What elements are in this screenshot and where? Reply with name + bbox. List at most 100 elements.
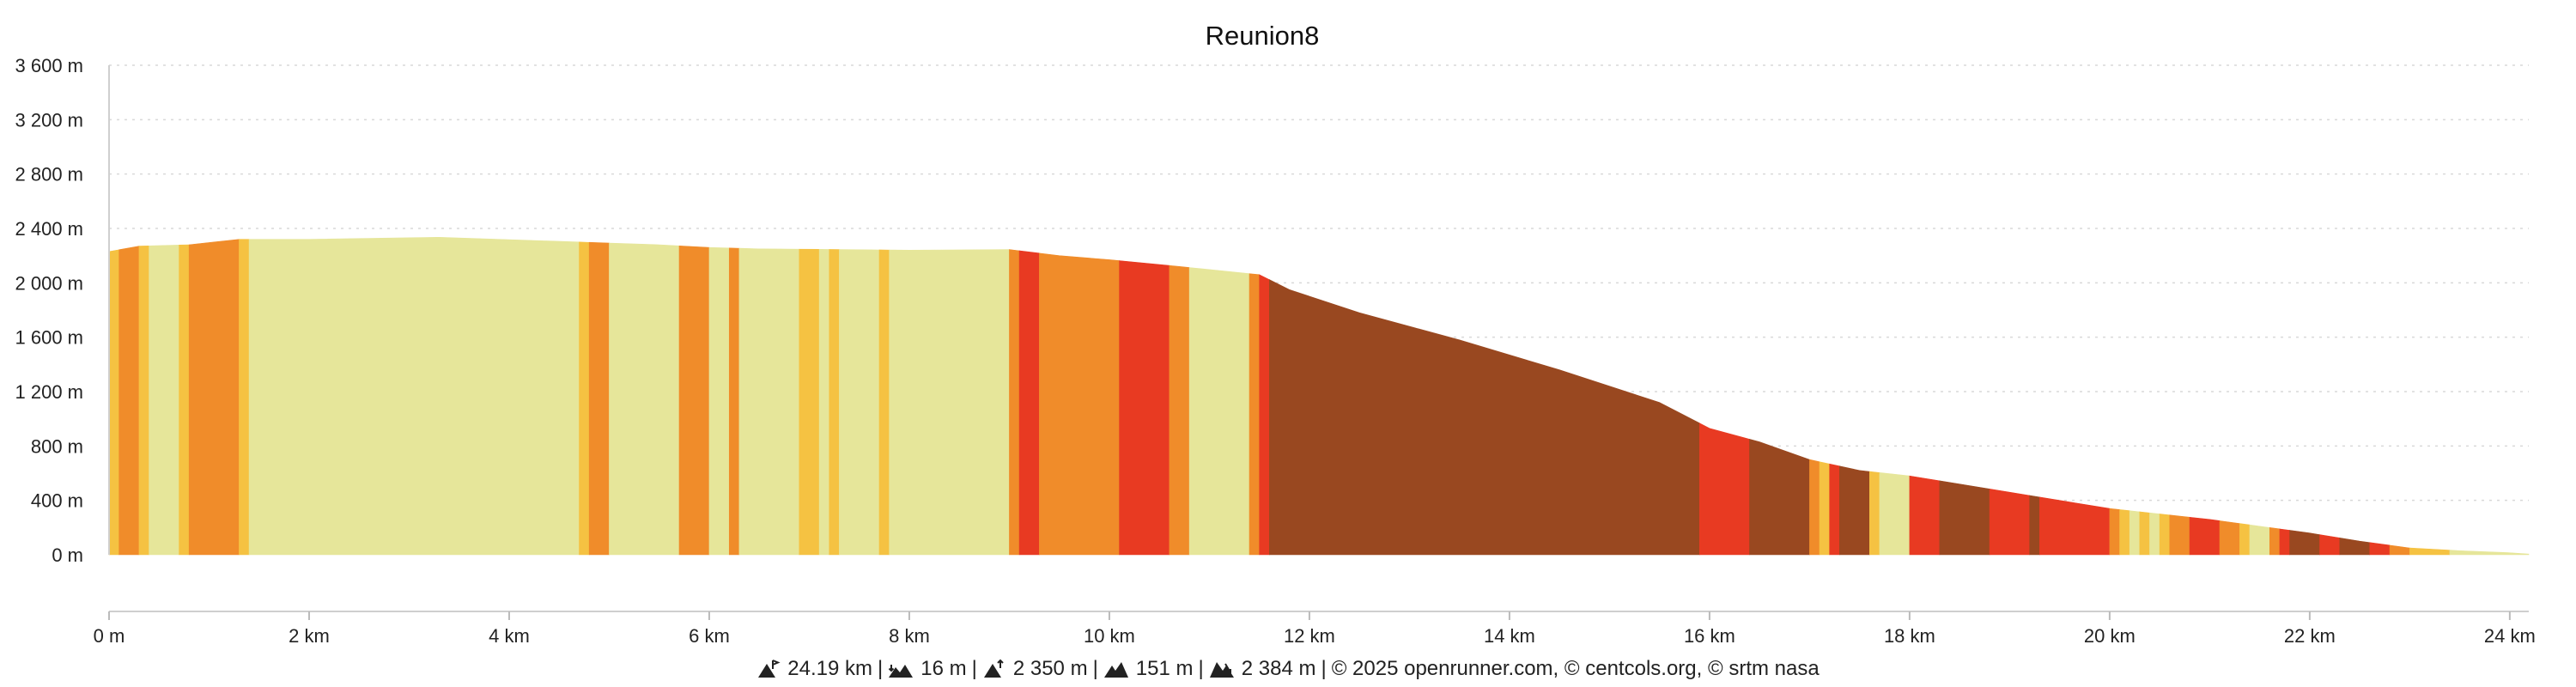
- elevation-segment: [2139, 511, 2150, 556]
- elevation-segment: [2039, 496, 2111, 556]
- elevation-segment: [149, 245, 179, 556]
- elevation-segment: [108, 249, 119, 556]
- elevation-segment: [138, 245, 149, 556]
- elevation-segment: [1989, 489, 2030, 556]
- x-tick-label: 4 km: [489, 625, 530, 647]
- distance-value: 24.19 km: [787, 657, 873, 680]
- elevation-segment: [2409, 547, 2451, 556]
- elevation-gain-value: 151 m: [1135, 657, 1194, 680]
- elevation-segment: [1249, 273, 1260, 556]
- y-tick-label: 800 m: [31, 435, 83, 457]
- min-elevation-value: 16 m: [920, 657, 967, 680]
- elevation-segment: [1259, 274, 1270, 556]
- x-tick-label: 8 km: [889, 625, 930, 647]
- x-axis-ticks: 0 m 2 km 4 km 6 km 8 km 10 km 12 km 14 km 16 km 1…: [94, 611, 2536, 647]
- elevation-segment: [1018, 250, 1040, 556]
- elevation-segment: [889, 249, 1010, 556]
- separator: |: [971, 657, 977, 680]
- elevation-segment: [179, 244, 190, 556]
- x-tick-label: 2 km: [289, 625, 330, 647]
- elevation-segment: [2119, 509, 2130, 556]
- min-elevation-stat: 16 m: [888, 657, 967, 681]
- elevation-segment: [609, 242, 680, 556]
- elevation-segment: [2339, 538, 2371, 556]
- axes: [108, 65, 2529, 612]
- elevation-segment: [1909, 475, 1941, 556]
- separator: |: [1321, 657, 1327, 680]
- distance-icon: [758, 660, 781, 678]
- elevation-segment: [878, 249, 890, 556]
- separator: |: [1092, 657, 1098, 680]
- max-elevation-icon: [983, 659, 1004, 678]
- elevation-segment: [1119, 260, 1170, 556]
- elevation-gain-stat: 151 m: [1103, 657, 1194, 681]
- elevation-segment: [588, 241, 610, 556]
- y-tick-label: 1 200 m: [15, 381, 84, 403]
- y-tick-label: 0 m: [52, 544, 83, 566]
- elevation-segment: [2449, 550, 2530, 556]
- elevation-segment: [2219, 520, 2240, 556]
- x-tick-label: 12 km: [1284, 625, 1335, 647]
- elevation-segment: [2109, 508, 2120, 556]
- elevation-segment: [2369, 542, 2391, 556]
- elevation-segment: [188, 239, 240, 556]
- x-tick-label: 10 km: [1084, 625, 1135, 647]
- elevation-segment: [2269, 526, 2281, 556]
- elevation-segment: [1188, 267, 1250, 556]
- elevation-segment: [2319, 534, 2341, 556]
- x-tick-label: 22 km: [2284, 625, 2336, 647]
- y-tick-label: 1 600 m: [15, 327, 84, 349]
- elevation-segment: [1939, 480, 1990, 556]
- elevation-segment: [1169, 264, 1190, 556]
- elevation-area: [108, 236, 2530, 556]
- elevation-segment: [1829, 463, 1840, 556]
- elevation-segment: [2029, 495, 2040, 556]
- elevation-segment: [2289, 530, 2320, 556]
- y-tick-label: 2 000 m: [15, 272, 84, 294]
- route-stats-footer: 24.19 km | 16 m | 2 350 m | 151 m |: [0, 654, 2576, 684]
- elevation-segment: [248, 236, 580, 556]
- elevation-segment: [829, 249, 840, 556]
- elevation-segment: [579, 241, 590, 556]
- elevation-segment: [1869, 471, 1880, 556]
- y-tick-label: 2 400 m: [15, 218, 84, 240]
- elevation-loss-icon: [1209, 662, 1234, 678]
- elevation-segment: [2169, 514, 2190, 556]
- elevation-loss-stat: 2 384 m: [1209, 657, 1316, 681]
- y-tick-label: 2 800 m: [15, 164, 84, 185]
- x-tick-label: 20 km: [2084, 625, 2136, 647]
- elevation-segment: [1809, 459, 1820, 556]
- elevation-segment: [678, 245, 710, 556]
- y-tick-label: 400 m: [31, 490, 83, 512]
- elevation-segment: [239, 239, 250, 556]
- credits-text: © 2025 openrunner.com, © centcols.org, ©…: [1331, 657, 1820, 680]
- elevation-segment: [1698, 423, 1750, 556]
- chart-title: Reunion8: [1206, 21, 1320, 51]
- x-tick-label: 14 km: [1484, 625, 1535, 647]
- elevation-segment: [2279, 528, 2290, 556]
- x-tick-label: 18 km: [1884, 625, 1935, 647]
- x-tick-label: 6 km: [689, 625, 730, 647]
- separator: |: [1198, 657, 1204, 680]
- elevation-segment: [708, 246, 730, 556]
- elevation-segment: [799, 248, 820, 556]
- elevation-segment: [2129, 510, 2141, 556]
- elevation-segment: [118, 246, 140, 556]
- elevation-segment: [2249, 524, 2270, 556]
- elevation-segment: [818, 249, 830, 556]
- y-tick-label: 3 200 m: [15, 109, 84, 131]
- elevation-segment: [1269, 279, 1700, 556]
- max-elevation-stat: 2 350 m: [982, 657, 1088, 681]
- elevation-segment: [1749, 439, 1810, 556]
- elevation-loss-value: 2 384 m: [1241, 657, 1316, 680]
- x-tick-label: 16 km: [1684, 625, 1735, 647]
- elevation-segment: [1009, 249, 1020, 556]
- elevation-segment: [728, 247, 740, 556]
- max-elevation-value: 2 350 m: [1012, 657, 1088, 680]
- elevation-segment: [2189, 516, 2221, 556]
- elevation-segment: [1039, 252, 1120, 556]
- elevation-segment: [1839, 465, 1870, 556]
- elevation-segment: [1879, 472, 1911, 556]
